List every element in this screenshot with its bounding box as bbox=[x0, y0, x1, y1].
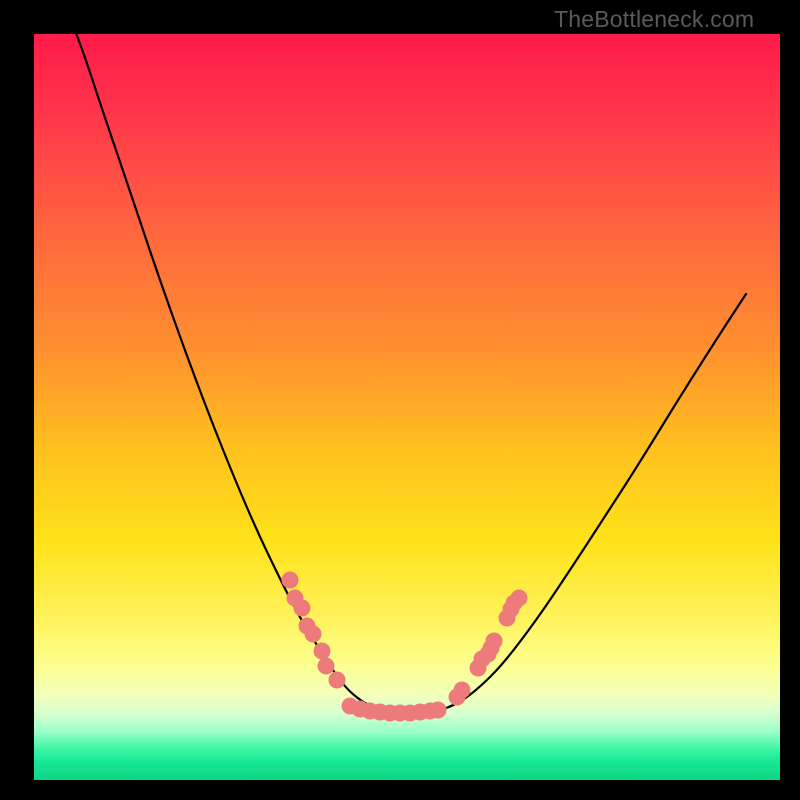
dot-bottom-9 bbox=[430, 702, 446, 718]
dot-left-2 bbox=[294, 600, 310, 616]
plot-area bbox=[34, 34, 780, 780]
dot-right-1 bbox=[454, 682, 470, 698]
dot-left-7 bbox=[329, 672, 345, 688]
dot-left-0 bbox=[282, 572, 298, 588]
curve-right-branch bbox=[430, 294, 746, 712]
bottleneck-curve bbox=[62, 34, 746, 712]
dot-left-6 bbox=[318, 658, 334, 674]
watermark-text: TheBottleneck.com bbox=[554, 6, 754, 33]
dot-left-4 bbox=[305, 626, 321, 642]
dot-left-5 bbox=[314, 643, 330, 659]
dot-right-6 bbox=[486, 633, 502, 649]
curve-layer bbox=[34, 34, 780, 780]
curve-left-branch bbox=[62, 34, 388, 712]
data-dots bbox=[282, 572, 527, 721]
dot-right-10 bbox=[511, 590, 527, 606]
